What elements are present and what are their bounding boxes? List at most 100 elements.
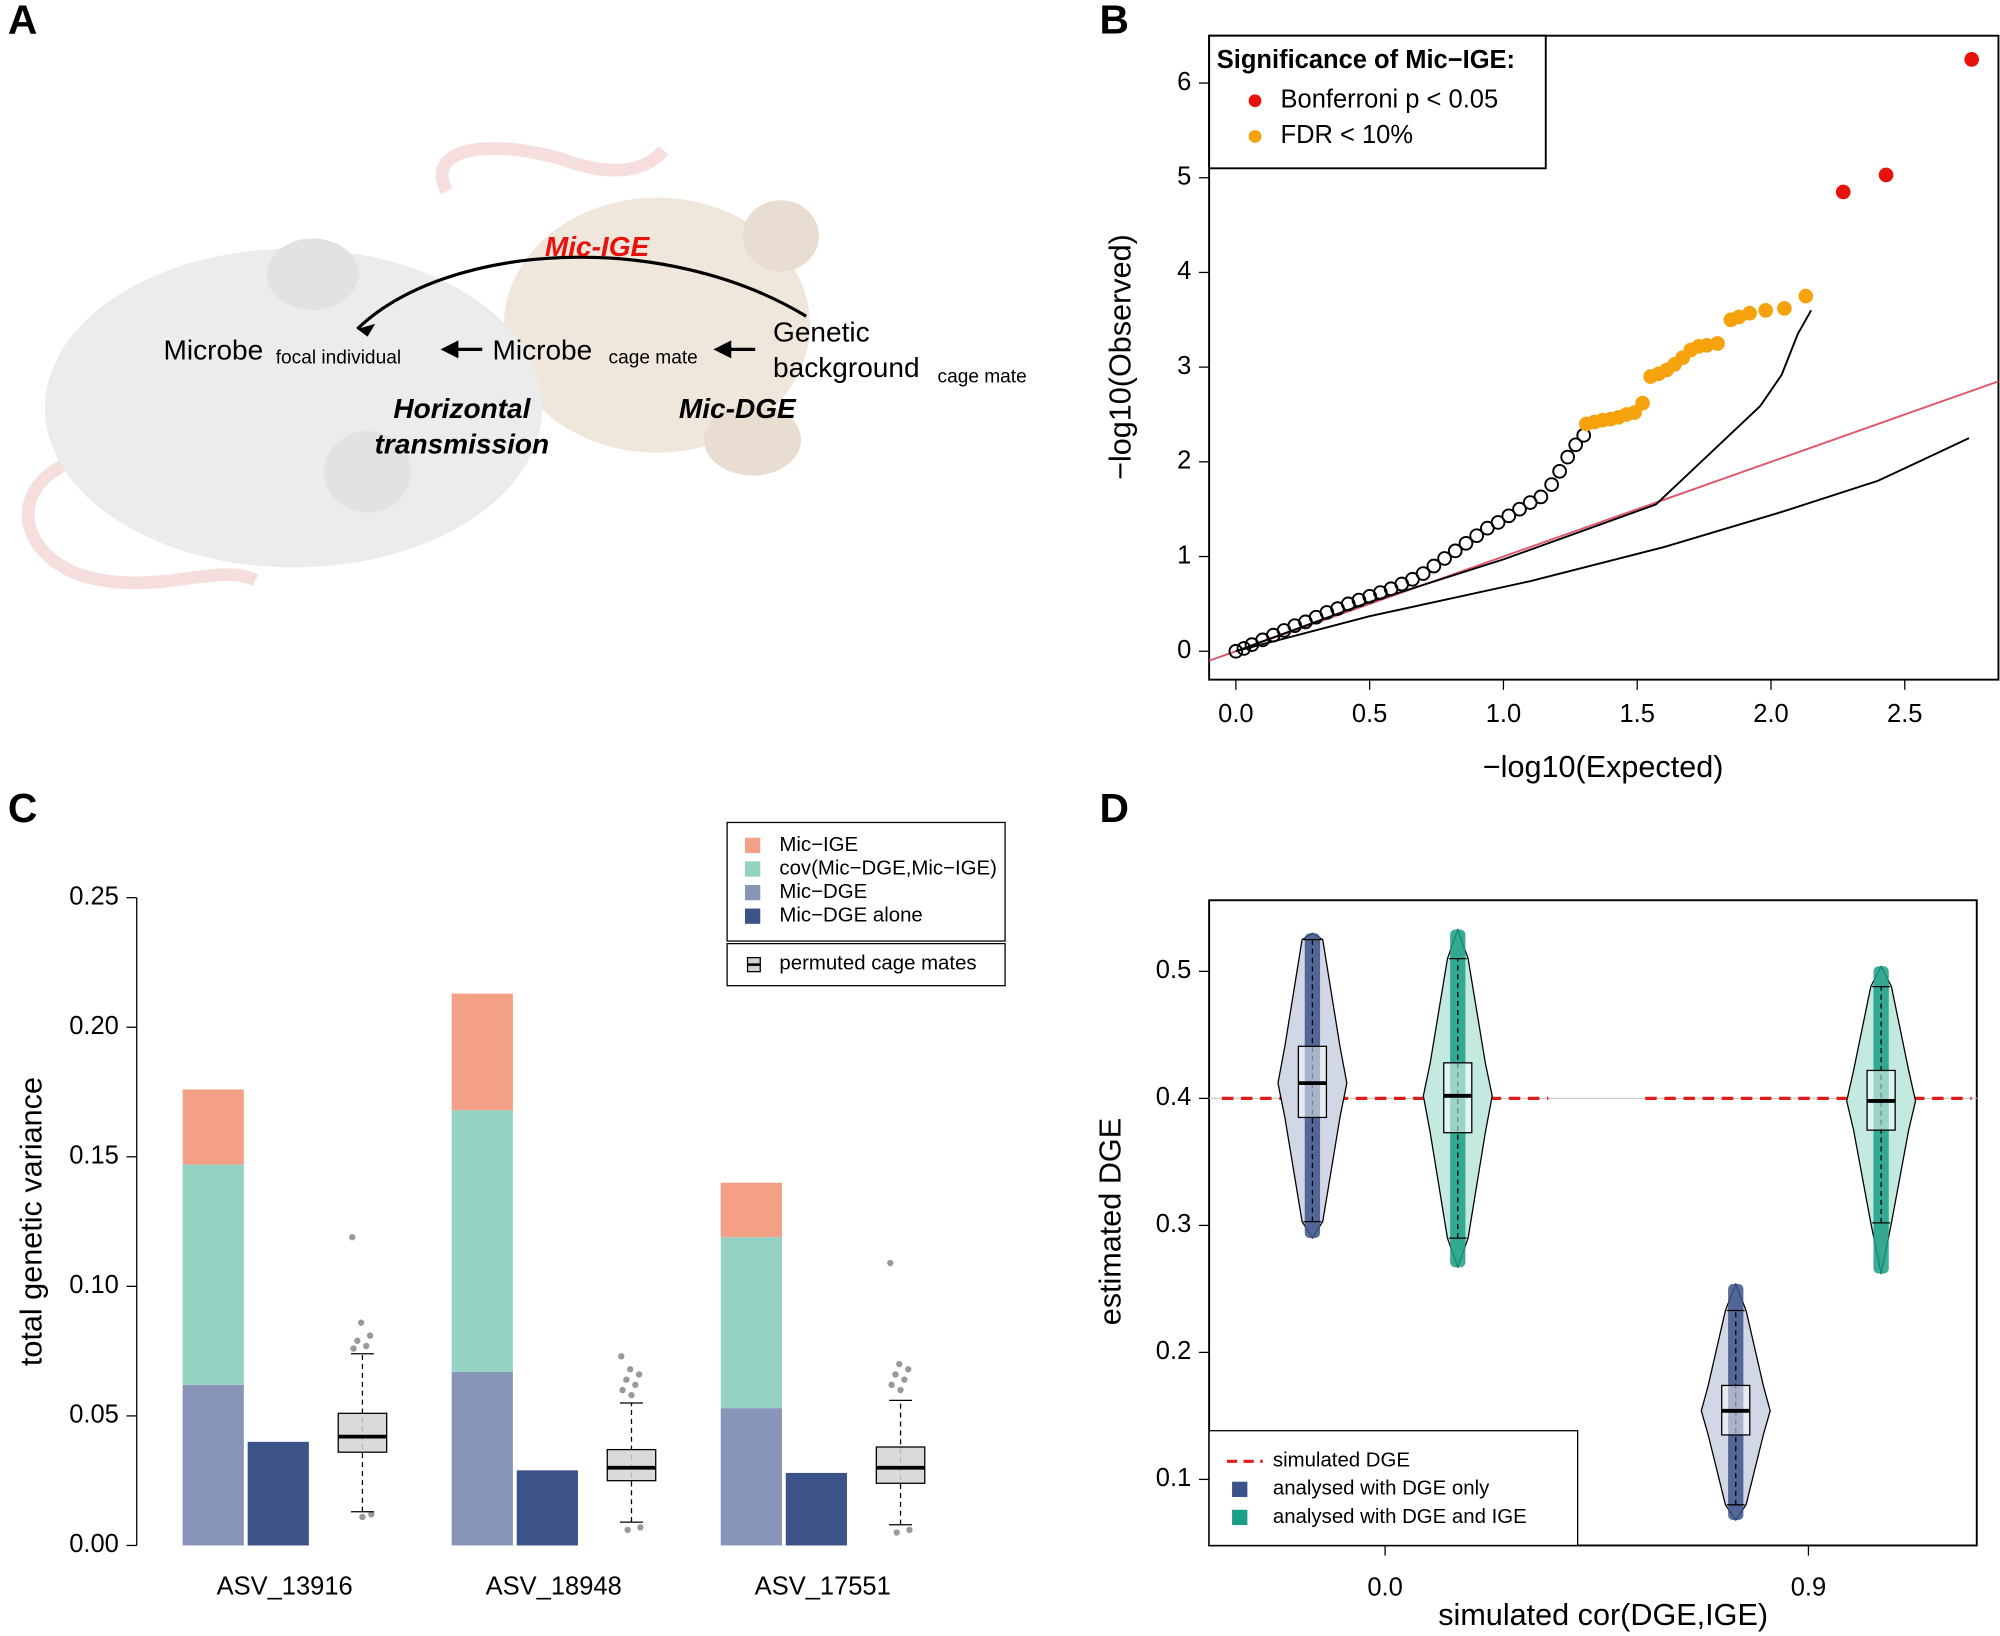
point (1426, 558, 1442, 574)
x-axis-title: simulated cor(DGE,IGE) (1438, 1598, 1768, 1632)
x-tick-label: 1.0 (1486, 700, 1521, 728)
outlier (618, 1353, 625, 1360)
outlier (892, 1371, 899, 1378)
plot-frame (1208, 899, 1978, 1547)
outlier (624, 1526, 631, 1534)
x-tick-label: ASV_13916 (217, 1572, 353, 1600)
outlier (350, 1345, 357, 1352)
y-tick-label: 0.3 (1156, 1210, 1191, 1238)
point (1758, 302, 1773, 318)
node-label: Microbe (492, 334, 592, 365)
y-tick-label: 0 (1177, 636, 1191, 664)
legend-label: FDR < 10% (1281, 121, 1414, 149)
outlier (619, 1386, 626, 1394)
y-tick-label: 0.15 (69, 1142, 119, 1170)
point (1415, 566, 1431, 581)
legend-label: analysed with DGE only (1273, 1478, 1490, 1500)
node-sub: focal individual (276, 347, 401, 368)
legend-swatch (744, 837, 761, 854)
mouse-illustration (21, 142, 819, 590)
bar (451, 993, 513, 1111)
outlier (628, 1391, 635, 1399)
legend-swatch (744, 908, 761, 924)
mouse-body (503, 197, 811, 453)
point (1560, 449, 1575, 465)
point (1878, 167, 1894, 183)
node-label: background (773, 352, 920, 383)
point (1236, 641, 1252, 656)
y-tick-label: 5 (1177, 162, 1191, 190)
bar (182, 1089, 244, 1165)
x-tick-label: ASV_18948 (486, 1572, 622, 1600)
x-tick-label: 2.0 (1753, 700, 1788, 728)
y-tick-label: 0.5 (1156, 956, 1191, 984)
legend-label: permuted cage mates (779, 952, 976, 974)
point (1635, 395, 1650, 411)
bar (451, 1371, 513, 1546)
point (1552, 463, 1567, 479)
point (1490, 515, 1506, 530)
y-tick-label: 2 (1177, 447, 1191, 475)
point (1568, 437, 1584, 453)
y-axis-title: −log10(Observed) (1103, 234, 1137, 480)
node-sub: cage mate (938, 366, 1027, 387)
point (1742, 305, 1757, 321)
outlier (637, 1524, 644, 1531)
mouse-ear (324, 430, 411, 513)
arrow-ige (356, 255, 808, 331)
y-axis-title: estimated DGE (1093, 1118, 1127, 1325)
y-tick-label: 0.10 (69, 1271, 119, 1299)
tail (435, 142, 669, 195)
point (1437, 551, 1452, 566)
mouse-ear (266, 238, 359, 310)
y-tick-label: 0.20 (69, 1012, 119, 1040)
outlier (627, 1366, 634, 1373)
x-axis-title: −log10(Expected) (1483, 750, 1724, 784)
edge-label: Horizontal (393, 393, 531, 424)
legend-label: Mic−DGE alone (779, 905, 922, 927)
legend-label: Mic−DGE (779, 881, 867, 903)
outlier (363, 1342, 370, 1350)
point (1710, 336, 1725, 351)
point (1544, 477, 1559, 492)
panel-label: C (8, 785, 37, 831)
panel-label: A (8, 0, 37, 43)
outlier (896, 1360, 903, 1368)
point (1777, 301, 1792, 316)
reference-line (1235, 437, 1970, 653)
outlier (887, 1259, 894, 1267)
y-tick-label: 0.2 (1156, 1337, 1191, 1365)
legend-marker (1248, 130, 1262, 143)
point (1501, 508, 1517, 524)
outlier (906, 1526, 913, 1534)
edge-label: transmission (375, 429, 550, 460)
legend-swatch (744, 884, 761, 901)
bar (516, 1470, 578, 1546)
box (337, 1412, 388, 1453)
point (1533, 489, 1549, 505)
node-label: Genetic (773, 316, 870, 347)
legend-box (1208, 34, 1547, 170)
legend-title: Significance of Mic−IGE: (1217, 46, 1515, 74)
legend-label: cov(Mic−DGE,Mic−IGE) (779, 857, 997, 879)
outlier (888, 1381, 895, 1389)
y-axis-title: total genetic variance (15, 1077, 49, 1366)
legend-label: Bonferroni p < 0.05 (1281, 85, 1499, 113)
point (1228, 643, 1244, 659)
outlier (349, 1233, 356, 1241)
outlier (357, 1319, 365, 1326)
plot-frame (1208, 34, 2000, 681)
mouse-ear (742, 200, 819, 272)
x-tick-label: 1.5 (1619, 700, 1654, 728)
point (1447, 543, 1463, 559)
plot-area (1209, 52, 1999, 662)
point (1964, 52, 1980, 67)
mouse-body (44, 248, 543, 568)
outlier (359, 1513, 366, 1521)
legend-label: Mic−IGE (779, 834, 858, 856)
arrow-head (357, 323, 376, 337)
x-tick-label: ASV_17551 (755, 1572, 891, 1600)
bar (785, 1472, 847, 1546)
